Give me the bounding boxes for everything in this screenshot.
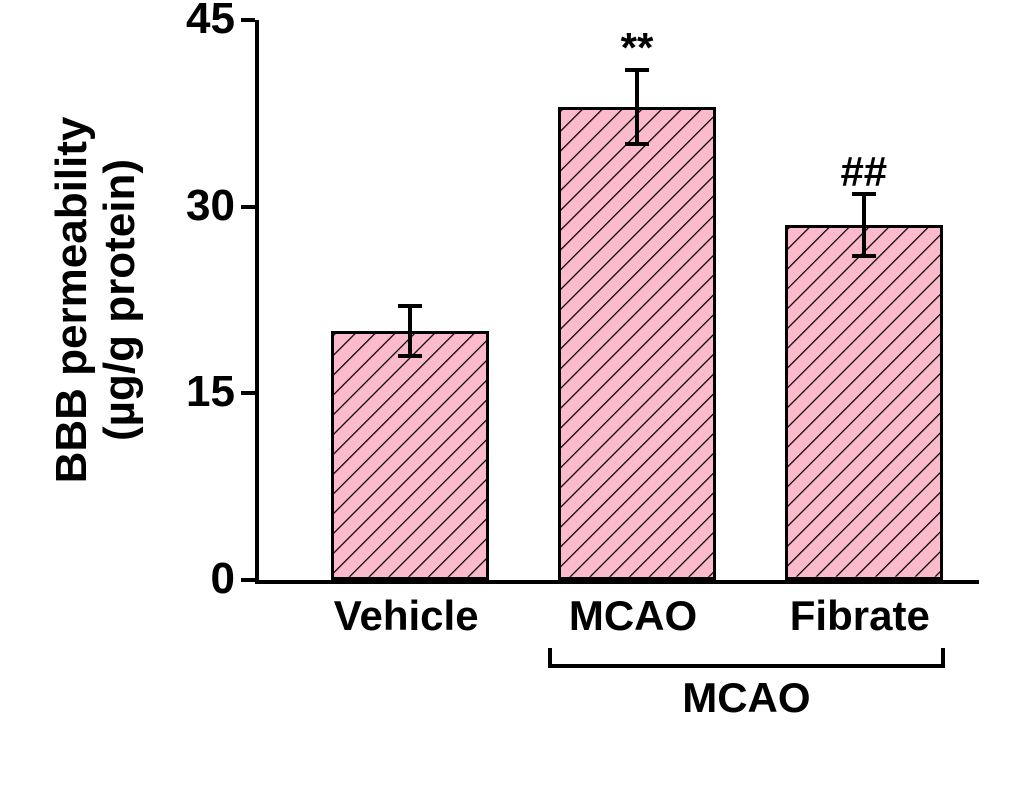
x-tick-label: Fibrate xyxy=(740,592,980,640)
y-tick-label: 15 xyxy=(155,367,235,417)
bar xyxy=(331,331,489,580)
bar-hatch xyxy=(561,110,713,577)
error-cap-top xyxy=(398,304,422,308)
bar-hatch xyxy=(334,334,486,577)
bar xyxy=(785,225,943,580)
condition-bracket xyxy=(941,648,945,664)
significance-label: ** xyxy=(577,24,697,72)
x-tick-label: MCAO xyxy=(513,592,753,640)
y-axis-title-line1: BBB permeability xyxy=(47,117,96,484)
y-tick xyxy=(241,18,255,22)
error-cap-bottom xyxy=(398,354,422,358)
y-tick xyxy=(241,578,255,582)
error-bar xyxy=(408,306,412,356)
error-cap-bottom xyxy=(852,254,876,258)
condition-bracket xyxy=(548,648,552,664)
bar xyxy=(558,107,716,580)
y-tick xyxy=(241,391,255,395)
error-cap-bottom xyxy=(625,142,649,146)
plot-area: ** ## xyxy=(255,20,979,584)
y-tick xyxy=(241,205,255,209)
condition-label: MCAO xyxy=(548,674,945,722)
y-tick-label: 0 xyxy=(155,554,235,604)
x-tick-label: Vehicle xyxy=(286,592,526,640)
y-tick-label: 45 xyxy=(155,0,235,44)
y-axis-title-line2: (µg/g protein) xyxy=(95,159,144,441)
bar-chart: **##0153045BBB permeability(µg/g protein… xyxy=(0,0,1020,785)
y-axis-title: BBB permeability(µg/g protein) xyxy=(48,20,158,580)
y-tick-label: 30 xyxy=(155,181,235,231)
error-bar xyxy=(635,70,639,145)
significance-label: ## xyxy=(804,148,924,196)
error-bar xyxy=(862,194,866,256)
condition-bracket xyxy=(548,664,945,668)
bar-hatch xyxy=(788,228,940,577)
